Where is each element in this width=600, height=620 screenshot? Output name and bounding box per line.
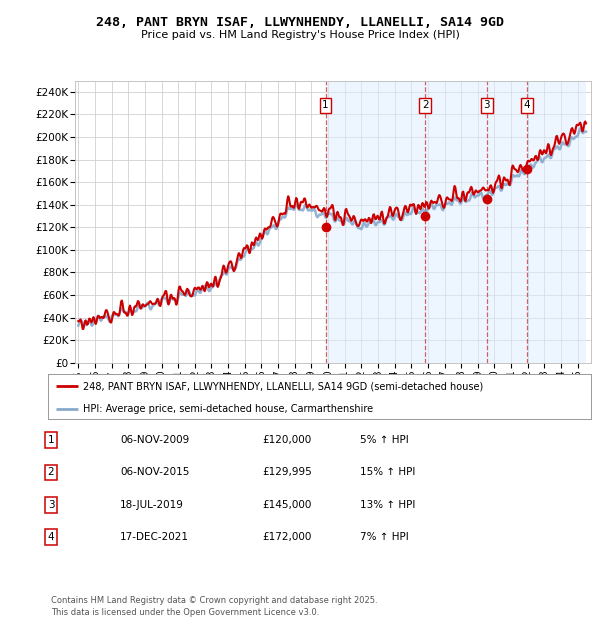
Text: 248, PANT BRYN ISAF, LLWYNHENDY, LLANELLI, SA14 9GD: 248, PANT BRYN ISAF, LLWYNHENDY, LLANELL… xyxy=(96,16,504,29)
Text: Contains HM Land Registry data © Crown copyright and database right 2025.
This d: Contains HM Land Registry data © Crown c… xyxy=(51,596,377,617)
Text: 3: 3 xyxy=(47,500,55,510)
Text: £120,000: £120,000 xyxy=(263,435,312,445)
Text: £145,000: £145,000 xyxy=(263,500,312,510)
Text: 7% ↑ HPI: 7% ↑ HPI xyxy=(360,532,409,542)
Text: Price paid vs. HM Land Registry's House Price Index (HPI): Price paid vs. HM Land Registry's House … xyxy=(140,30,460,40)
Text: 3: 3 xyxy=(484,100,490,110)
Text: 17-DEC-2021: 17-DEC-2021 xyxy=(120,532,189,542)
Text: HPI: Average price, semi-detached house, Carmarthenshire: HPI: Average price, semi-detached house,… xyxy=(83,404,373,414)
Text: 2: 2 xyxy=(422,100,428,110)
Text: 06-NOV-2015: 06-NOV-2015 xyxy=(120,467,190,477)
Text: 4: 4 xyxy=(47,532,55,542)
Text: 248, PANT BRYN ISAF, LLWYNHENDY, LLANELLI, SA14 9GD (semi-detached house): 248, PANT BRYN ISAF, LLWYNHENDY, LLANELL… xyxy=(83,381,484,391)
Text: £172,000: £172,000 xyxy=(263,532,312,542)
Text: 1: 1 xyxy=(47,435,55,445)
Text: 18-JUL-2019: 18-JUL-2019 xyxy=(120,500,184,510)
Text: 06-NOV-2009: 06-NOV-2009 xyxy=(120,435,189,445)
Text: 13% ↑ HPI: 13% ↑ HPI xyxy=(360,500,415,510)
Text: 5% ↑ HPI: 5% ↑ HPI xyxy=(360,435,409,445)
Text: 15% ↑ HPI: 15% ↑ HPI xyxy=(360,467,415,477)
Bar xyxy=(326,81,586,363)
Text: 4: 4 xyxy=(524,100,530,110)
Text: £129,995: £129,995 xyxy=(262,467,312,477)
Text: 1: 1 xyxy=(322,100,329,110)
Text: 2: 2 xyxy=(47,467,55,477)
